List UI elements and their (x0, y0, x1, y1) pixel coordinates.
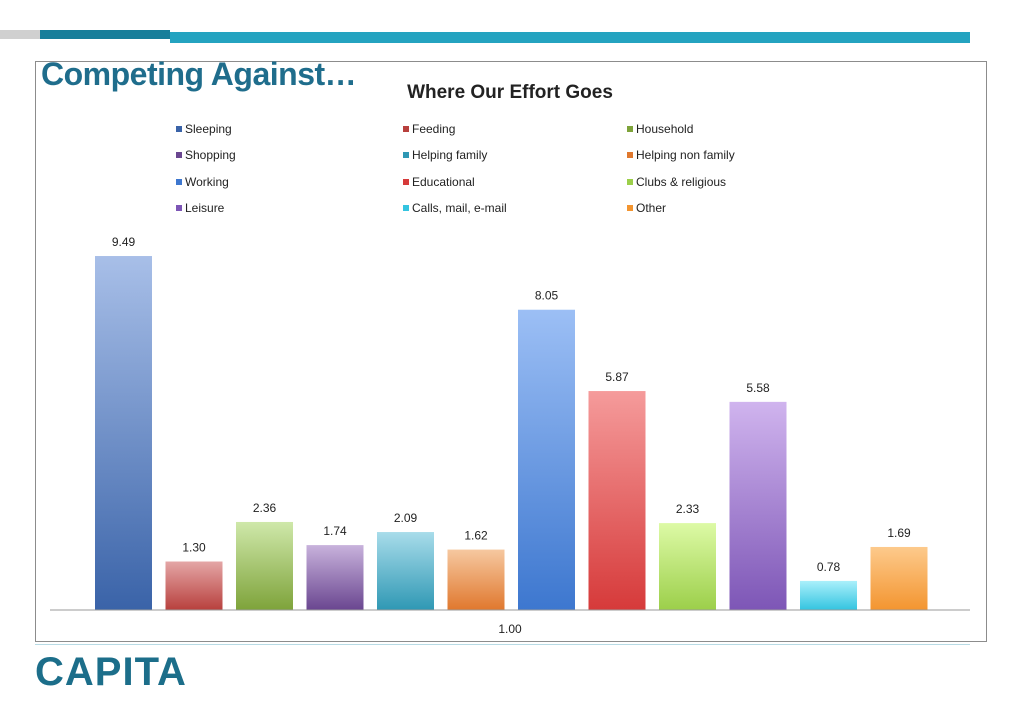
legend-label-working: Working (185, 175, 229, 189)
legend-label-leisure: Leisure (185, 201, 225, 215)
legend-swatch-feeding (403, 126, 409, 132)
data-label-household: 2.36 (253, 501, 277, 515)
bar-calls-mail-e-mail (800, 580, 857, 610)
bar-household (236, 521, 293, 610)
legend-label-other: Other (636, 201, 666, 215)
legend-swatch-calls-mail-e-mail (403, 205, 409, 211)
legend-swatch-helping-family (403, 152, 409, 158)
data-label-feeding: 1.30 (182, 541, 206, 555)
bar-feeding (165, 561, 223, 610)
legend-swatch-educational (403, 179, 409, 185)
legend-label-calls-mail-e-mail: Calls, mail, e-mail (412, 201, 507, 215)
data-label-helping-family: 2.09 (394, 511, 418, 525)
bar-clubs-religious (659, 523, 716, 610)
bar-working (518, 309, 575, 610)
bar-shopping (306, 545, 364, 610)
header-bar-grey (0, 30, 40, 39)
data-label-shopping: 1.74 (323, 524, 347, 538)
legend-label-feeding: Feeding (412, 122, 455, 136)
data-label-helping-non-family: 1.62 (464, 529, 488, 543)
bar-helping-family (377, 532, 434, 610)
slide-title: Competing Against… (41, 56, 357, 92)
data-label-sleeping: 9.49 (112, 235, 136, 249)
legend-label-educational: Educational (412, 175, 475, 189)
data-label-leisure: 5.58 (746, 381, 770, 395)
bar-leisure (729, 401, 787, 610)
data-label-working: 8.05 (535, 289, 559, 303)
legend-swatch-clubs-religious (627, 179, 633, 185)
capita-logo: CAPITA (35, 650, 187, 694)
legend-label-helping-family: Helping family (412, 148, 487, 162)
data-label-educational: 5.87 (605, 370, 629, 384)
legend-swatch-household (627, 126, 633, 132)
header-bar-accent-dark (40, 30, 170, 39)
chart-frame (35, 61, 987, 642)
legend-swatch-working (176, 179, 182, 185)
legend-swatch-sleeping (176, 126, 182, 132)
data-label-clubs-religious: 2.33 (676, 502, 700, 516)
chart-title: Where Our Effort Goes (407, 82, 613, 103)
legend-label-clubs-religious: Clubs & religious (636, 175, 726, 189)
data-label-other: 1.69 (887, 526, 911, 540)
legend-swatch-leisure (176, 205, 182, 211)
chart-legend: Sleeping Feeding Household Shopping Helping … (176, 122, 735, 215)
bar-sleeping (95, 256, 152, 610)
legend-label-household: Household (636, 122, 693, 136)
footer-divider (35, 644, 970, 645)
legend-swatch-other (627, 205, 633, 211)
data-label-calls-mail-e-mail: 0.78 (817, 560, 841, 574)
chart-bars: 9.49 1.30 2.36 1.74 2.09 1.62 8.05 5.87 2.33 5.58… (95, 235, 928, 610)
header-bar-accent (170, 32, 970, 43)
bar-helping-non-family (447, 549, 505, 610)
legend-label-helping-non-family: Helping non family (636, 148, 735, 162)
legend-swatch-helping-non-family (627, 152, 633, 158)
legend-label-shopping: Shopping (185, 148, 236, 162)
legend-swatch-shopping (176, 152, 182, 158)
x-axis-category-label: 1.00 (498, 622, 522, 636)
bar-other (870, 546, 928, 610)
legend-label-sleeping: Sleeping (185, 122, 232, 136)
bar-educational (588, 391, 646, 610)
